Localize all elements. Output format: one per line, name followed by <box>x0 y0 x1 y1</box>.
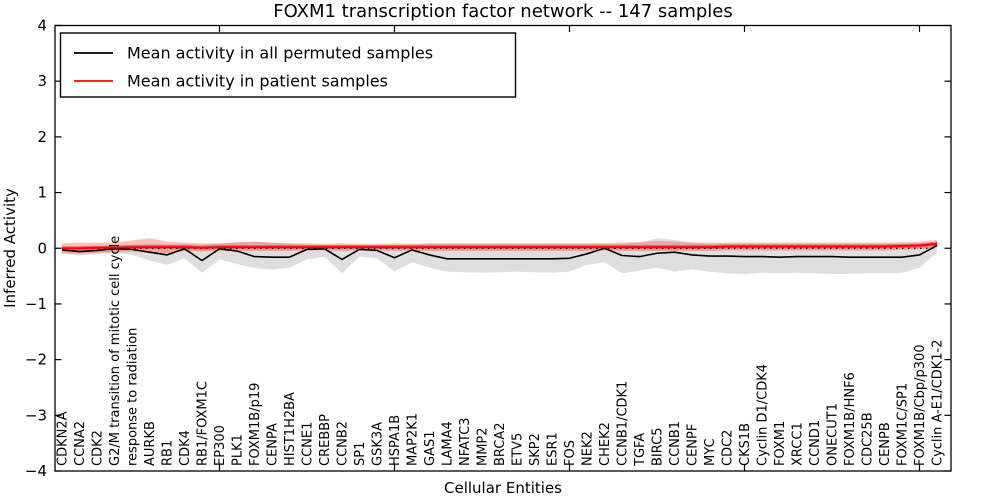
x-category-label: FOXM1B/p19 <box>248 383 263 466</box>
y-tick-label: 0 <box>37 239 47 257</box>
x-category-label: CCNB1 <box>668 421 683 466</box>
x-category-label: CDK2 <box>91 430 106 466</box>
y-tick-label: −3 <box>25 406 47 424</box>
x-category-label: ONECUT1 <box>826 403 841 466</box>
patient-mean-line <box>62 242 938 250</box>
y-tick-label: −1 <box>25 295 47 313</box>
x-category-label: CKS1B <box>738 423 753 466</box>
x-category-label: AURKB <box>143 421 158 466</box>
x-category-label: CCNB1/CDK1 <box>616 381 631 466</box>
patient-inner-band <box>62 241 937 251</box>
x-category-label: ETV5 <box>511 433 526 466</box>
y-tick-label: −4 <box>25 462 47 480</box>
legend-label-permuted: Mean activity in all permuted samples <box>127 44 433 63</box>
x-category-label: EP300 <box>213 425 228 466</box>
x-category-label: FOS <box>563 440 578 466</box>
patient-confidence-band <box>62 238 937 254</box>
x-axis-label: Cellular Entities <box>444 479 562 497</box>
x-category-label: CCNE1 <box>301 422 316 466</box>
x-category-label: CREBBP <box>318 414 333 466</box>
x-category-label: TGFA <box>633 433 648 467</box>
x-category-label: Cyclin D1/CDK4 <box>756 364 771 466</box>
x-category-label: NFATC3 <box>458 418 473 466</box>
legend-label-patient: Mean activity in patient samples <box>127 72 388 91</box>
chart-title: FOXM1 transcription factor network -- 14… <box>273 1 733 22</box>
x-category-label: CENPB <box>878 422 893 466</box>
x-category-label: CDKN2A <box>56 411 71 466</box>
ticks-layer: −4 −3 −2 −1 0 1 2 3 4 CDKN2A CCNA2 CDK2 G2/M transit… <box>25 17 951 480</box>
x-category-label: GSK3A <box>371 422 386 466</box>
x-category-label: CDC25B <box>861 412 876 466</box>
x-category-label: CCNB2 <box>336 421 351 466</box>
x-category-label: response to radiation <box>126 328 141 466</box>
x-category-label: ESR1 <box>546 432 561 466</box>
x-category-label: FOXM1C/SP1 <box>896 383 911 466</box>
y-tick-label: 3 <box>37 72 47 90</box>
x-category-label: CCND1 <box>808 420 823 466</box>
legend: Mean activity in all permuted samples Me… <box>59 32 517 98</box>
y-tick-label: −2 <box>25 351 47 369</box>
y-tick-label: 2 <box>37 128 47 146</box>
y-tick-label: 1 <box>37 184 47 202</box>
x-category-label: RB1 <box>161 440 176 466</box>
x-category-label: HIST1H2BA <box>283 392 298 466</box>
x-category-label: MAP2K1 <box>406 413 421 466</box>
x-category-label: RB1/FOXM1C <box>196 381 211 466</box>
x-category-label: CDC2 <box>721 430 736 466</box>
y-axis-label: Inferred Activity <box>1 188 19 308</box>
x-category-label: CENPF <box>686 424 701 466</box>
x-category-label: BRCA2 <box>493 422 508 466</box>
x-category-label: FOXM1B/Cbp/p300 <box>913 344 928 466</box>
y-tick-label: 4 <box>37 17 47 35</box>
x-category-label: CHEK2 <box>598 422 613 466</box>
x-category-label: GAS1 <box>423 431 438 467</box>
x-category-label: NEK2 <box>581 431 596 466</box>
permuted-mean-line <box>61 244 938 262</box>
x-category-label: MMP2 <box>476 427 491 466</box>
x-category-label: XRCC1 <box>791 422 806 466</box>
x-category-label: G2/M transition of mitotic cell cycle <box>108 236 123 466</box>
x-category-label: CCNA2 <box>73 421 88 466</box>
x-category-label: PLK1 <box>231 434 246 466</box>
legend-frame <box>59 32 517 98</box>
x-category-label: FOXM1 <box>773 421 788 466</box>
x-category-label: CDK4 <box>178 430 193 466</box>
x-category-label: BIRC5 <box>651 428 666 467</box>
x-category-label: HSPA1B <box>388 415 403 466</box>
x-category-label: SP1 <box>353 442 368 466</box>
x-category-label: MYC <box>703 438 718 466</box>
x-category-label: Cyclin A-E1/CDK1-2 <box>931 339 946 466</box>
x-category-label: SKP2 <box>528 433 543 466</box>
x-category-label: CENPA <box>266 423 281 466</box>
x-category-label: LAMA4 <box>441 421 456 466</box>
plot-area <box>61 238 938 274</box>
x-category-label: FOXM1B/HNF6 <box>843 372 858 466</box>
